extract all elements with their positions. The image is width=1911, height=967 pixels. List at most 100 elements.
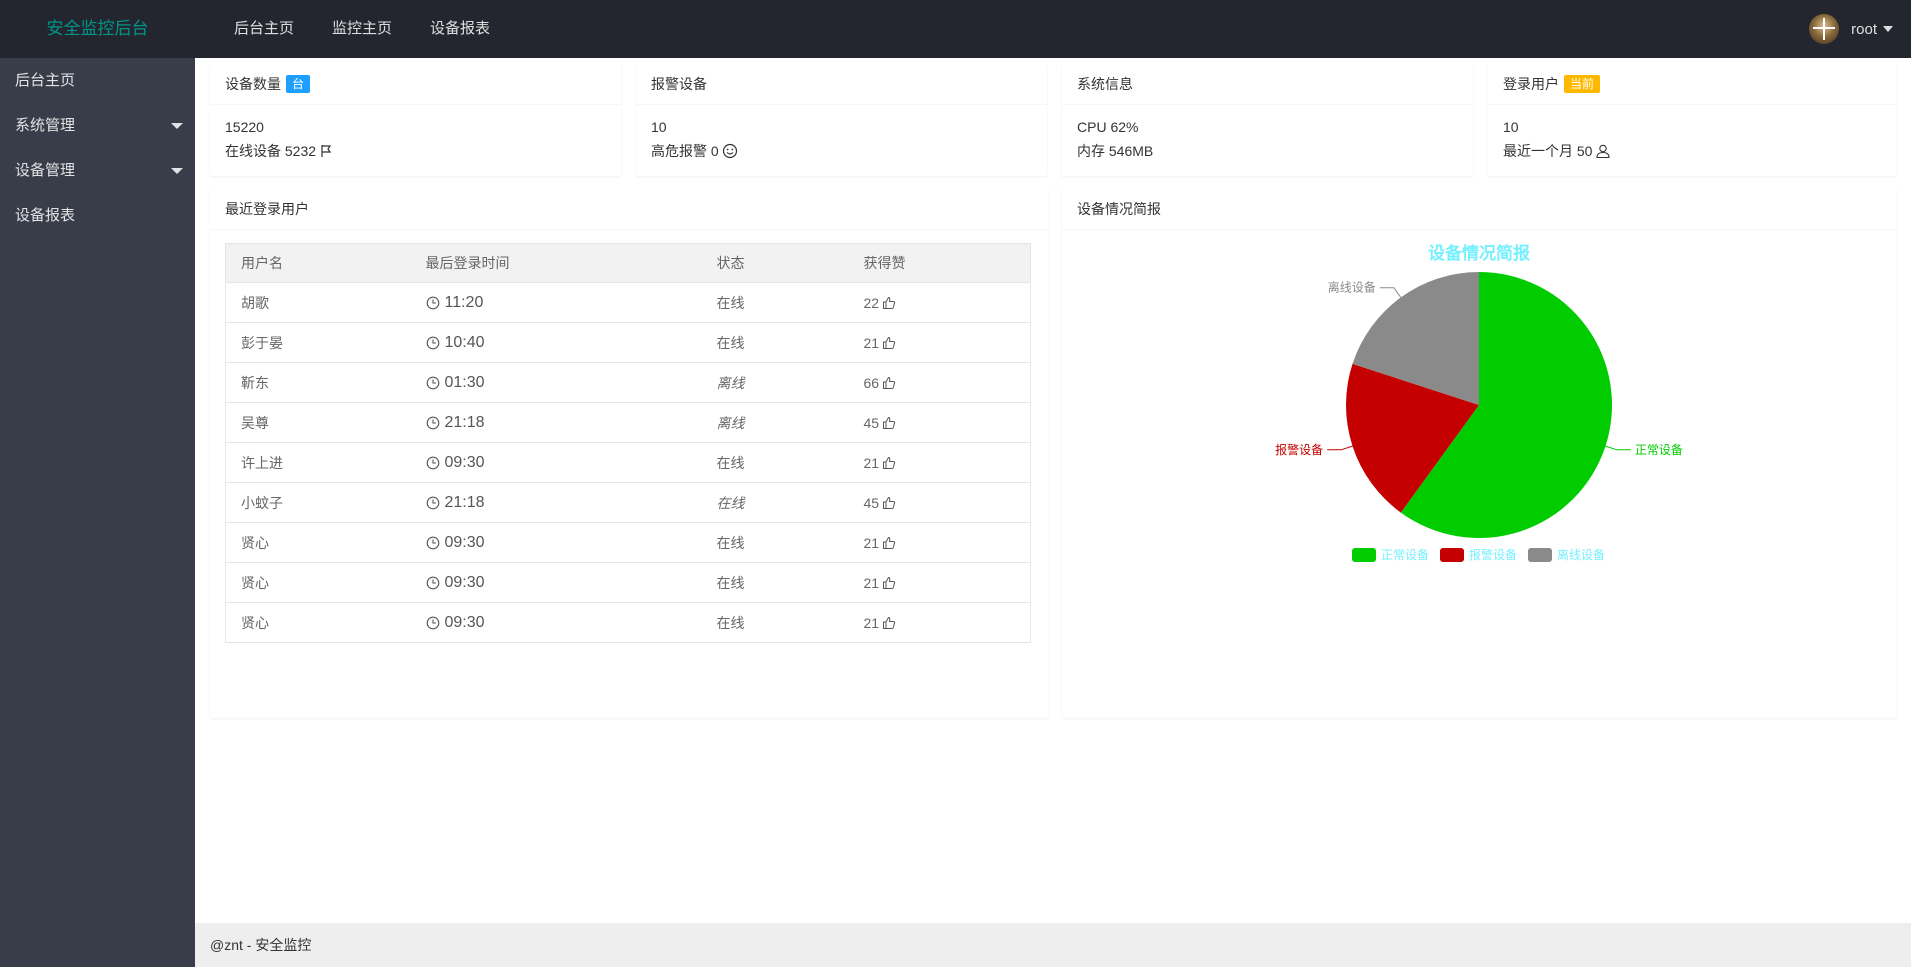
chart-legend[interactable]: 正常设备 报警设备 离线设备: [1352, 547, 1605, 562]
clock-icon: [426, 296, 439, 309]
table-row: 贤心 09:30 在线 21: [225, 562, 1031, 603]
user-menu[interactable]: root: [1809, 0, 1911, 58]
status-text: 在线: [716, 454, 745, 471]
top-header: 安全监控后台 后台主页 监控主页 设备报表 root: [0, 0, 1911, 58]
likes-count: 45: [863, 414, 880, 431]
card-title: 报警设备: [651, 75, 707, 92]
pie-slice-alarm[interactable]: [1346, 363, 1479, 513]
top-nav: 后台主页 监控主页 设备报表: [215, 0, 509, 58]
user-name: 小蚊子: [241, 494, 283, 511]
status-text: 离线: [716, 414, 745, 431]
thumbs-up-icon[interactable]: [882, 376, 896, 390]
sidebar-item-device-report[interactable]: 设备报表: [0, 193, 195, 238]
table-header-row: 用户名 最后登录时间 状态 获得赞: [225, 243, 1031, 283]
likes-count: 21: [863, 534, 880, 551]
sidebar-item-admin-home[interactable]: 后台主页: [0, 58, 195, 103]
login-time: 10:40: [444, 333, 485, 351]
clock-icon: [426, 416, 439, 429]
unit-badge: 台: [286, 74, 311, 93]
sidebar: 后台主页 系统管理 设备管理 设备报表: [0, 58, 195, 967]
likes-cell: 66: [848, 362, 1031, 403]
app-logo[interactable]: 安全监控后台: [46, 19, 149, 38]
user-name: 彭于晏: [241, 334, 283, 351]
slice-label-offline: 离线设备: [1328, 280, 1376, 295]
status-text: 离线: [716, 374, 745, 391]
user-name: 贤心: [241, 574, 269, 591]
table-row: 贤心 09:30 在线 21: [225, 522, 1031, 563]
slice-label-normal: 正常设备: [1635, 443, 1683, 457]
user-icon: [1596, 144, 1611, 159]
legend-label-offline[interactable]: 离线设备: [1557, 547, 1605, 562]
clock-icon: [426, 536, 439, 549]
card-title: 设备情况简报: [1062, 188, 1896, 230]
card-title: 最近登录用户: [210, 188, 1048, 230]
status-cell: 在线: [701, 562, 849, 603]
footer: @znt - 安全监控: [195, 923, 1911, 967]
likes-cell: 21: [848, 602, 1031, 643]
likes-cell: 45: [848, 402, 1031, 443]
pie-slice-normal[interactable]: [1400, 272, 1612, 538]
stat-card-login-users: 登录用户 当前 10 最近一个月 50: [1488, 63, 1896, 176]
label-line-alarm: [1327, 445, 1353, 451]
avatar[interactable]: [1809, 14, 1840, 44]
legend-swatch-alarm[interactable]: [1440, 548, 1464, 562]
card-title: 登录用户: [1503, 75, 1559, 92]
memory-usage: 内存 546MB: [1077, 143, 1154, 159]
topnav-item-admin-home[interactable]: 后台主页: [234, 20, 295, 37]
clock-icon: [426, 456, 439, 469]
current-badge: 当前: [1564, 74, 1601, 93]
login-time: 09:30: [444, 533, 485, 551]
stat-value: 10: [1503, 119, 1519, 135]
thumbs-up-icon[interactable]: [882, 456, 896, 470]
column-header: 获得赞: [848, 243, 1031, 283]
user-name: 许上进: [241, 454, 283, 471]
legend-swatch-normal[interactable]: [1352, 548, 1376, 562]
topnav-item-monitor-home[interactable]: 监控主页: [332, 20, 393, 37]
login-time: 21:18: [444, 413, 485, 431]
legend-swatch-offline[interactable]: [1528, 548, 1552, 562]
stat-sub-label: 高危报警: [651, 143, 707, 159]
chevron-down-icon: [171, 123, 183, 129]
sidebar-item-device-management[interactable]: 设备管理: [0, 148, 195, 193]
chevron-down-icon[interactable]: [1883, 26, 1893, 32]
login-time-cell: 10:40: [410, 322, 702, 363]
user-name-cell: 贤心: [225, 602, 411, 643]
card-title: 系统信息: [1077, 75, 1133, 92]
thumbs-up-icon[interactable]: [882, 496, 896, 510]
thumbs-up-icon[interactable]: [882, 616, 896, 630]
pie-slice-offline[interactable]: [1352, 272, 1479, 405]
stat-value: 15220: [225, 119, 264, 135]
user-name: 胡歌: [241, 294, 269, 311]
status-text: 在线: [716, 614, 745, 631]
sidebar-item-system-management[interactable]: 系统管理: [0, 103, 195, 148]
login-time: 09:30: [444, 573, 485, 591]
stat-sub-value: 5232: [284, 143, 317, 159]
user-name-cell: 贤心: [225, 562, 411, 603]
card-title: 设备数量: [225, 75, 281, 92]
status-text: 在线: [716, 534, 745, 551]
thumbs-up-icon[interactable]: [882, 416, 896, 430]
user-name-cell: 贤心: [225, 522, 411, 563]
thumbs-up-icon[interactable]: [882, 336, 896, 350]
status-cell: 在线: [701, 602, 849, 643]
thumbs-up-icon[interactable]: [882, 536, 896, 550]
login-time-cell: 09:30: [410, 522, 702, 563]
table-row: 小蚊子 21:18 在线 45: [225, 482, 1031, 523]
likes-count: 21: [863, 574, 880, 591]
stat-card-alarms: 报警设备 10 高危报警 0: [636, 63, 1047, 176]
username[interactable]: root: [1851, 20, 1877, 38]
legend-label-normal[interactable]: 正常设备: [1381, 548, 1429, 562]
column-header: 状态: [701, 243, 849, 283]
stat-sub-value: 0: [710, 143, 719, 159]
column-header: 最后登录时间: [410, 243, 702, 283]
topnav-item-device-report[interactable]: 设备报表: [430, 20, 491, 37]
login-time-cell: 01:30: [410, 362, 702, 403]
user-name: 吴尊: [241, 414, 269, 431]
chart-title: 设备情况简报: [1428, 243, 1530, 263]
legend-label-alarm[interactable]: 报警设备: [1469, 547, 1517, 562]
table-row: 靳东 01:30 离线 66: [225, 362, 1031, 403]
cpu-usage: CPU 62%: [1077, 119, 1139, 135]
thumbs-up-icon[interactable]: [882, 576, 896, 590]
thumbs-up-icon[interactable]: [882, 296, 896, 310]
status-cell: 在线: [701, 442, 849, 483]
